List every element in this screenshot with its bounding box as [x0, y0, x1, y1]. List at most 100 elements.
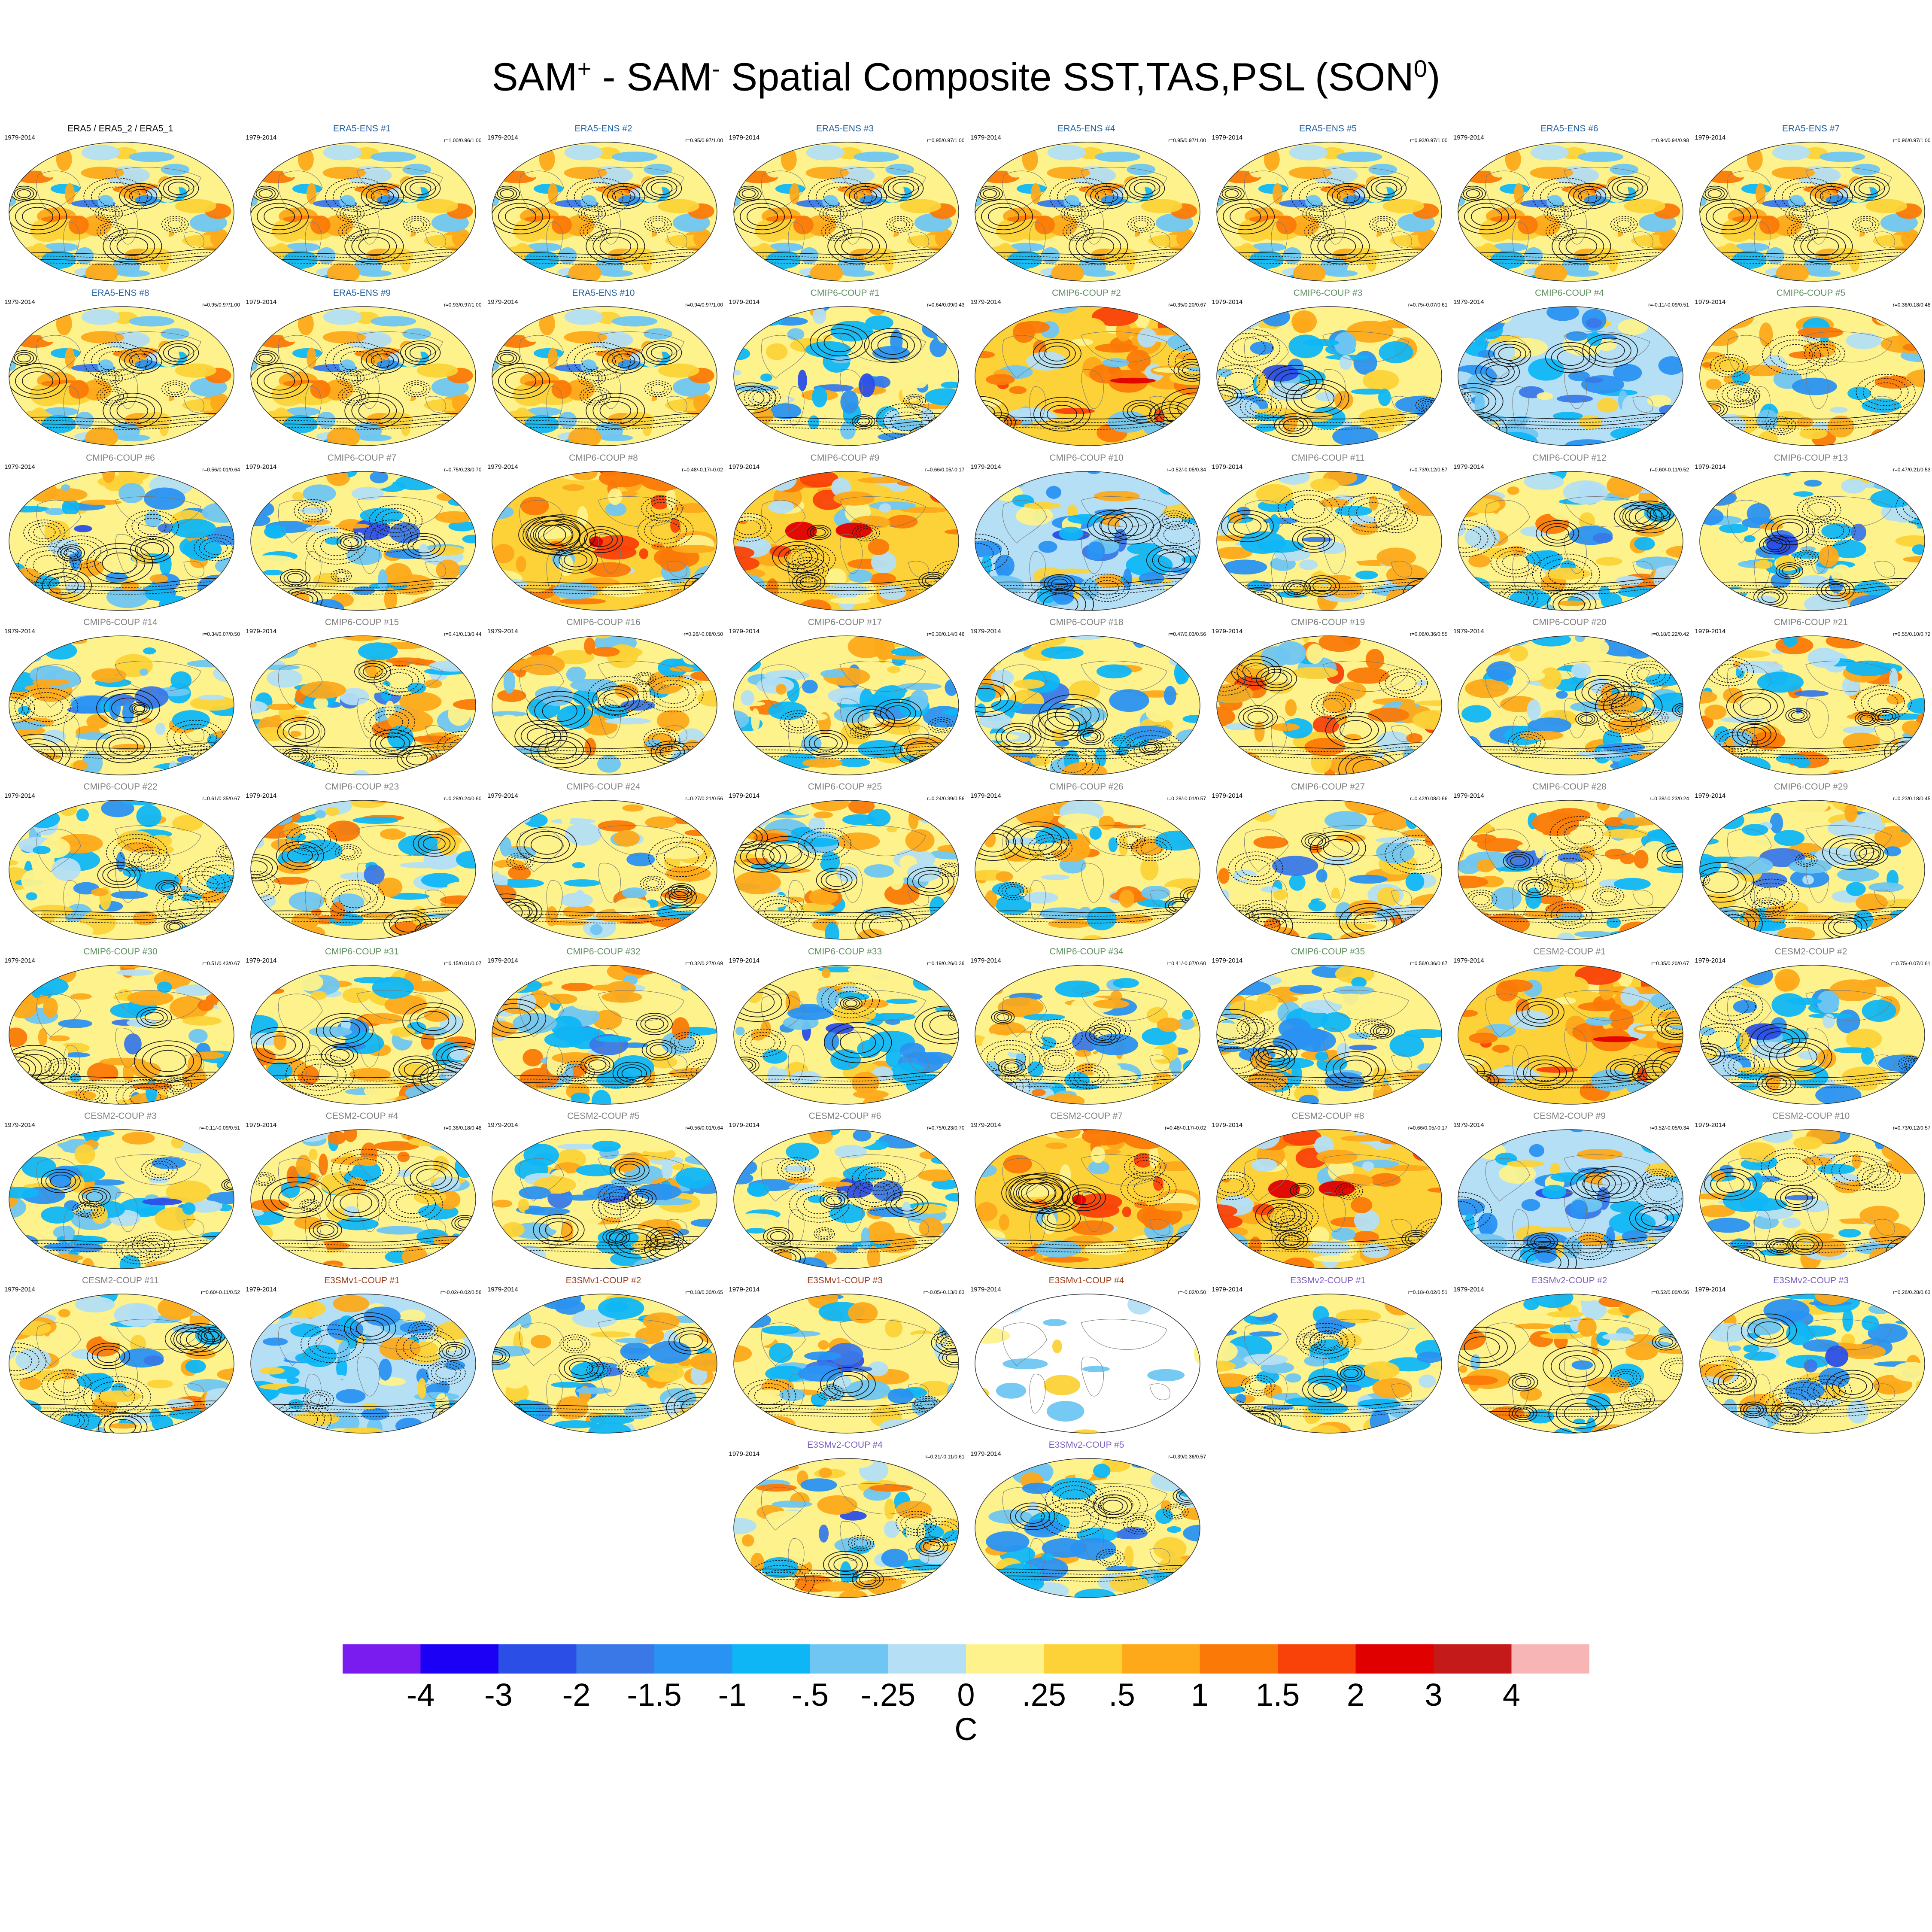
map-panel: 1979-2014 CMIP6-COUP #25 r=0.24/0.39/0.56: [728, 782, 965, 941]
map-panel: 1979-2014 CMIP6-COUP #11 r=0.73/0.12/0.57: [1211, 453, 1448, 612]
period-label: 1979-2014: [1453, 627, 1484, 635]
pattern-correlation-label: r=0.93/0.97/1.00: [1410, 137, 1448, 143]
colorbar-tick-label: -.5: [791, 1677, 829, 1713]
panel-title: CMIP6-COUP #27: [1291, 782, 1365, 792]
robinson-map: [9, 964, 234, 1105]
period-label: 1979-2014: [970, 627, 1001, 635]
map-panel: 1979-2014 ERA5-ENS #10 r=0.94/0.97/1.00: [486, 288, 723, 447]
period-label: 1979-2014: [4, 1286, 35, 1294]
period-label: 1979-2014: [1695, 298, 1726, 306]
map-panel: 1979-2014 CMIP6-COUP #6 r=0.56/0.01/0.64: [3, 453, 240, 612]
period-label: 1979-2014: [1212, 134, 1243, 141]
pattern-correlation-label: r=0.96/0.97/1.00: [1893, 137, 1931, 143]
robinson-map: [1699, 1129, 1925, 1269]
pattern-correlation-label: r=0.28/-0.01/0.57: [1166, 796, 1206, 802]
map-panel: 1979-2014 CMIP6-COUP #29 r=0.23/0.18/0.45: [1694, 782, 1931, 941]
map-panel: 1979-2014 CMIP6-COUP #16 r=0.26/-0.08/0.50: [486, 617, 723, 776]
panel-title: CMIP6-COUP #8: [569, 453, 638, 463]
pattern-correlation-label: r=0.61/0.35/0.67: [202, 796, 240, 802]
robinson-map: [1458, 142, 1683, 282]
map-panel: 1979-2014 CMIP6-COUP #21 r=0.55/0.10/0.72: [1694, 617, 1931, 776]
pattern-correlation-label: r=0.47/0.21/0.53: [1893, 466, 1931, 473]
panel-title: CESM2-COUP #2: [1774, 946, 1847, 957]
robinson-map: [9, 306, 234, 447]
period-label: 1979-2014: [1695, 134, 1726, 141]
colorbar-tick-label: -3: [484, 1677, 513, 1713]
colorbar-segment: [732, 1644, 811, 1674]
pattern-correlation-label: r=1.00/0.96/1.00: [444, 137, 482, 143]
panel-title: CESM2-COUP #8: [1291, 1111, 1364, 1121]
panel-title: CMIP6-COUP #29: [1774, 782, 1848, 792]
pattern-correlation-label: r=0.56/0.36/0.67: [1410, 960, 1448, 966]
pattern-correlation-label: r=0.47/0.03/0.56: [1168, 631, 1206, 637]
panel-title: CMIP6-COUP #10: [1049, 453, 1124, 463]
map-panel: 1979-2014 ERA5-ENS #6 r=0.94/0.94/0.98: [1452, 124, 1689, 283]
panel-title: CMIP6-COUP #15: [325, 617, 399, 627]
pattern-correlation-label: r=-0.05/-0.13/0.63: [923, 1289, 965, 1296]
robinson-map: [250, 306, 476, 447]
robinson-map: [733, 964, 959, 1105]
period-label: 1979-2014: [729, 298, 760, 306]
period-label: 1979-2014: [487, 792, 518, 800]
period-label: 1979-2014: [4, 627, 35, 635]
colorbar-labels: -4 -3 -2 -1.5 -1 -.5 -.25 0 .25 .5 1 1.5 2 3 4: [0, 1677, 1932, 1713]
map-panel: 1979-2014 CESM2-COUP #9 r=0.52/-0.05/0.34: [1452, 1111, 1689, 1270]
panel-title: CESM2-COUP #11: [82, 1276, 159, 1286]
period-label: 1979-2014: [1453, 1121, 1484, 1129]
period-label: 1979-2014: [1453, 957, 1484, 964]
panel-title: CMIP6-COUP #30: [83, 946, 158, 957]
panel-title: CMIP6-COUP #5: [1776, 288, 1846, 298]
period-label: 1979-2014: [4, 1121, 35, 1129]
pattern-correlation-label: r=0.93/0.97/1.00: [444, 302, 482, 308]
map-panels-grid: 1979-2014 ERA5 / ERA5_2 / ERA5_1 1979-2014…: [3, 124, 1931, 1598]
pattern-correlation-label: r=0.48/-0.17/-0.02: [682, 466, 723, 473]
map-panel: 1979-2014 CMIP6-COUP #12 r=0.60/-0.11/0.52: [1452, 453, 1689, 612]
map-panel: 1979-2014 CMIP6-COUP #13 r=0.47/0.21/0.53: [1694, 453, 1931, 612]
robinson-map: [975, 800, 1200, 940]
robinson-map: [492, 635, 717, 775]
period-label: 1979-2014: [246, 463, 277, 471]
colorbar-segment: [1434, 1644, 1512, 1674]
map-panel: 1979-2014 ERA5-ENS #8 r=0.95/0.97/1.00: [3, 288, 240, 447]
pattern-correlation-label: r=0.18/-0.02/0.51: [1408, 1289, 1448, 1296]
period-label: 1979-2014: [729, 957, 760, 964]
map-panel: 1979-2014 CMIP6-COUP #32 r=0.32/0.27/0.69: [486, 947, 723, 1106]
colorbar-segment: [420, 1644, 499, 1674]
panel-title: CESM2-COUP #7: [1050, 1111, 1123, 1121]
pattern-correlation-label: r=0.27/0.21/0.56: [685, 796, 723, 802]
map-panel: 1979-2014 CMIP6-COUP #35 r=0.56/0.36/0.67: [1211, 947, 1448, 1106]
colorbar-tick-label: -1.5: [627, 1677, 682, 1713]
map-panel: 1979-2014 CESM2-COUP #8 r=0.66/0.05/-0.17: [1211, 1111, 1448, 1270]
colorbar-segment: [1044, 1644, 1122, 1674]
period-label: 1979-2014: [246, 298, 277, 306]
pattern-correlation-label: r=0.21/-0.11/0.61: [925, 1454, 965, 1460]
period-label: 1979-2014: [970, 298, 1001, 306]
pattern-correlation-label: r=0.39/0.36/0.57: [1168, 1454, 1206, 1460]
pattern-correlation-label: r=0.60/-0.11/0.52: [201, 1289, 240, 1296]
pattern-correlation-label: r=0.18/0.30/0.65: [685, 1289, 723, 1296]
pattern-correlation-label: r=0.73/0.12/0.57: [1893, 1124, 1931, 1131]
map-panel: 1979-2014 CMIP6-COUP #10 r=0.52/-0.05/0.34: [969, 453, 1206, 612]
panel-title: CESM2-COUP #5: [567, 1111, 640, 1121]
colorbar-tick-label: 3: [1425, 1677, 1443, 1713]
map-panel: 1979-2014 CMIP6-COUP #31 r=0.15/0.01/0.07: [245, 946, 482, 1106]
pattern-correlation-label: r=0.95/0.97/1.00: [1168, 137, 1206, 143]
panel-title: CMIP6-COUP #22: [83, 782, 158, 792]
map-panel: 1979-2014 CESM2-COUP #3 r=-0.11/-0.09/0.51: [3, 1111, 240, 1270]
pattern-correlation-label: r=0.42/0.08/0.66: [1410, 796, 1448, 802]
panel-title: ERA5-ENS #7: [1782, 124, 1840, 134]
map-panel: 1979-2014 CMIP6-COUP #18 r=0.47/0.03/0.56: [969, 617, 1206, 776]
robinson-map: [733, 142, 959, 282]
period-label: 1979-2014: [487, 1121, 518, 1129]
map-panel: 1979-2014 E3SMv2-COUP #1 r=0.18/-0.02/0.51: [1211, 1276, 1448, 1434]
map-panel: 1979-2014 CMIP6-COUP #1 r=0.64/0.09/0.43: [728, 288, 965, 447]
map-panel: 1979-2014 CESM2-COUP #6 r=0.75/0.23/0.70: [728, 1111, 965, 1270]
map-panel: 1979-2014 E3SMv2-COUP #2 r=0.52/0.00/0.56: [1452, 1276, 1689, 1434]
period-label: 1979-2014: [1212, 298, 1243, 306]
pattern-correlation-label: r=0.24/0.39/0.56: [927, 796, 965, 802]
map-panel: 1979-2014 CMIP6-COUP #8 r=0.48/-0.17/-0.02: [486, 453, 723, 612]
period-label: 1979-2014: [246, 1286, 277, 1294]
period-label: 1979-2014: [970, 792, 1001, 800]
panel-title: CMIP6-COUP #31: [325, 946, 399, 957]
period-label: 1979-2014: [487, 134, 518, 141]
